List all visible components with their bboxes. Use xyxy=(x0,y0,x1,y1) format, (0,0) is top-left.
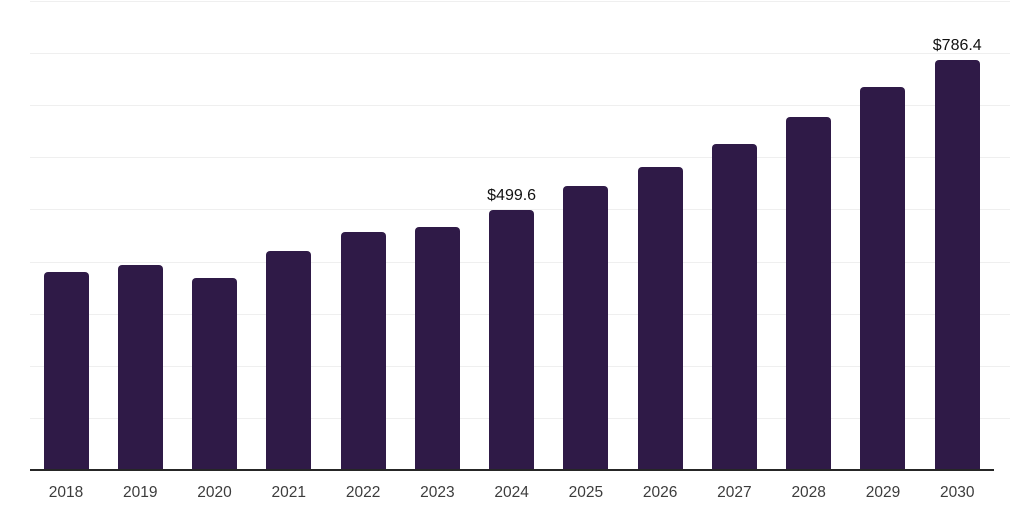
bar-2024 xyxy=(489,209,535,470)
x-axis-line xyxy=(30,469,994,471)
x-tick-label-2030: 2030 xyxy=(939,484,975,501)
bar-2027 xyxy=(711,143,757,470)
bar-2023 xyxy=(414,227,460,470)
gridline-500 xyxy=(30,209,1010,210)
bar-2021 xyxy=(266,250,312,470)
x-tick-label-2024: 2024 xyxy=(494,484,529,501)
x-tick-label-2022: 2022 xyxy=(345,484,381,501)
x-tick-label-2020: 2020 xyxy=(197,484,232,501)
value-label-2030: $786.4 xyxy=(932,37,982,55)
x-tick-label-2021: 2021 xyxy=(271,484,307,501)
x-tick-label-2023: 2023 xyxy=(420,484,455,501)
bar-2030 xyxy=(934,60,980,470)
x-tick-label-2028: 2028 xyxy=(791,484,826,501)
bar-2019 xyxy=(117,265,163,470)
bar-2026 xyxy=(637,167,683,470)
x-tick-label-2018: 2018 xyxy=(48,484,84,501)
gridline-700 xyxy=(30,105,1010,106)
x-tick-label-2027: 2027 xyxy=(717,484,752,501)
x-tick-label-2025: 2025 xyxy=(568,484,604,501)
x-tick-label-2026: 2026 xyxy=(642,484,678,501)
x-tick-label-2029: 2029 xyxy=(865,484,901,501)
gridline-600 xyxy=(30,157,1010,158)
bar-2018 xyxy=(43,272,89,470)
gridline-900 xyxy=(30,1,1010,2)
bar-2028 xyxy=(786,116,832,470)
bar-2020 xyxy=(192,277,238,470)
gridline-800 xyxy=(30,53,1010,54)
bar-2029 xyxy=(860,87,906,470)
bar-2022 xyxy=(340,232,386,470)
bar-2025 xyxy=(563,185,609,470)
x-tick-label-2019: 2019 xyxy=(123,484,158,501)
value-label-2024: $499.6 xyxy=(487,186,537,204)
